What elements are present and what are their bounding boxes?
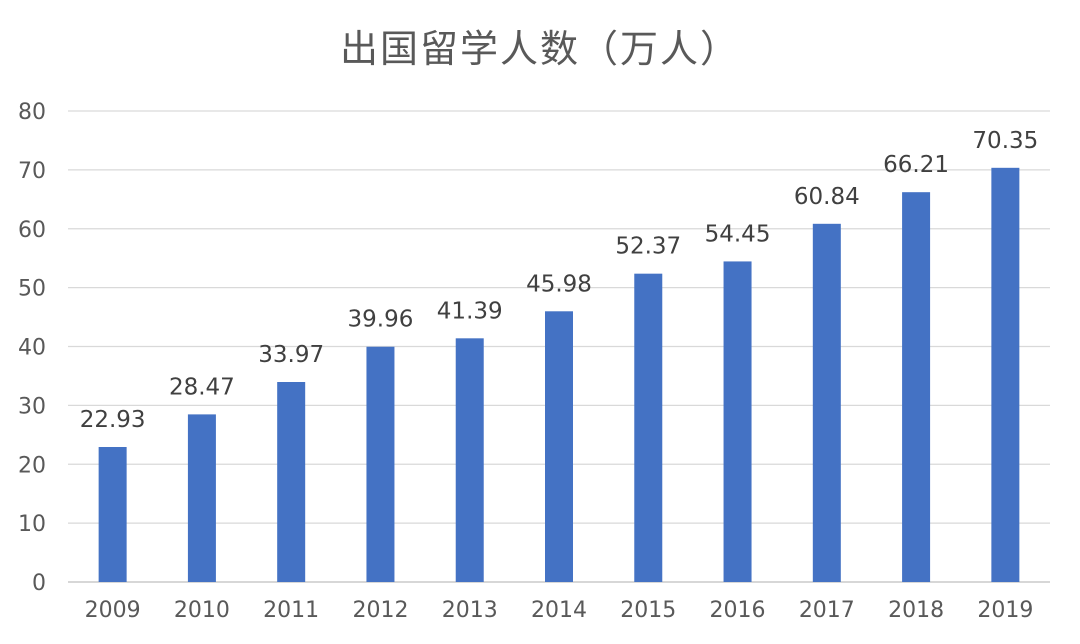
y-tick-label: 40 [18, 336, 46, 361]
data-label-2009: 22.93 [80, 407, 146, 433]
bar-2013 [455, 338, 484, 582]
data-label-2014: 45.98 [526, 271, 592, 297]
y-tick-label: 80 [18, 100, 46, 125]
bar-2018 [902, 192, 931, 582]
y-tick-label: 20 [18, 453, 46, 478]
x-tick-label-2011: 2011 [263, 598, 319, 623]
y-tick-label: 10 [18, 512, 46, 537]
x-tick-label-2018: 2018 [888, 598, 944, 623]
bar-2014 [545, 311, 573, 582]
x-tick-label-2009: 2009 [85, 598, 141, 623]
bar-2017 [812, 223, 841, 582]
bar-2012 [366, 346, 395, 582]
data-label-2019: 70.35 [972, 128, 1038, 154]
bar-2010 [187, 414, 216, 582]
y-tick-label: 70 [18, 159, 46, 184]
y-tick-label: 60 [18, 218, 46, 243]
data-labels: 22.93 28.47 33.97 39.96 41.39 45.98 52.37 54.45… [80, 128, 1039, 433]
bar-2019 [991, 167, 1020, 582]
x-axis-ticks: 2009 2010 2011 2012 2013 2014 2015 2016 2017 2018… [85, 598, 1034, 623]
data-label-2011: 33.97 [258, 342, 324, 368]
bar-2015 [634, 273, 663, 582]
x-tick-label-2010: 2010 [174, 598, 230, 623]
x-tick-label-2014: 2014 [531, 598, 587, 623]
x-tick-label-2017: 2017 [799, 598, 855, 623]
bars [98, 167, 1020, 582]
data-label-2013: 41.39 [437, 298, 503, 324]
data-label-2018: 66.21 [883, 152, 949, 178]
y-tick-label: 50 [18, 277, 46, 302]
bar-2016 [723, 261, 752, 582]
x-tick-label-2016: 2016 [710, 598, 766, 623]
y-axis-ticks: 0 10 20 30 40 50 60 70 80 [18, 100, 46, 596]
bar-2011 [277, 382, 306, 582]
data-label-2010: 28.47 [169, 374, 235, 400]
data-label-2017: 60.84 [794, 184, 860, 210]
data-label-2012: 39.96 [348, 307, 414, 333]
bar-2009 [98, 446, 127, 582]
data-label-2016: 54.45 [705, 221, 771, 247]
y-tick-label: 0 [32, 571, 46, 596]
x-tick-label-2013: 2013 [442, 598, 498, 623]
y-tick-label: 30 [18, 394, 46, 419]
x-tick-label-2012: 2012 [352, 598, 408, 623]
chart-title: 出国留学人数（万人） [339, 27, 740, 71]
x-tick-label-2015: 2015 [620, 598, 676, 623]
data-label-2015: 52.37 [615, 234, 681, 260]
x-tick-label-2019: 2019 [977, 598, 1033, 623]
